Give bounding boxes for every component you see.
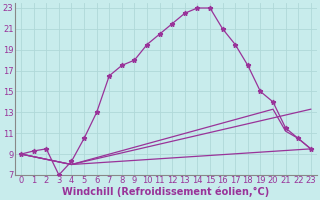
X-axis label: Windchill (Refroidissement éolien,°C): Windchill (Refroidissement éolien,°C) bbox=[62, 187, 269, 197]
